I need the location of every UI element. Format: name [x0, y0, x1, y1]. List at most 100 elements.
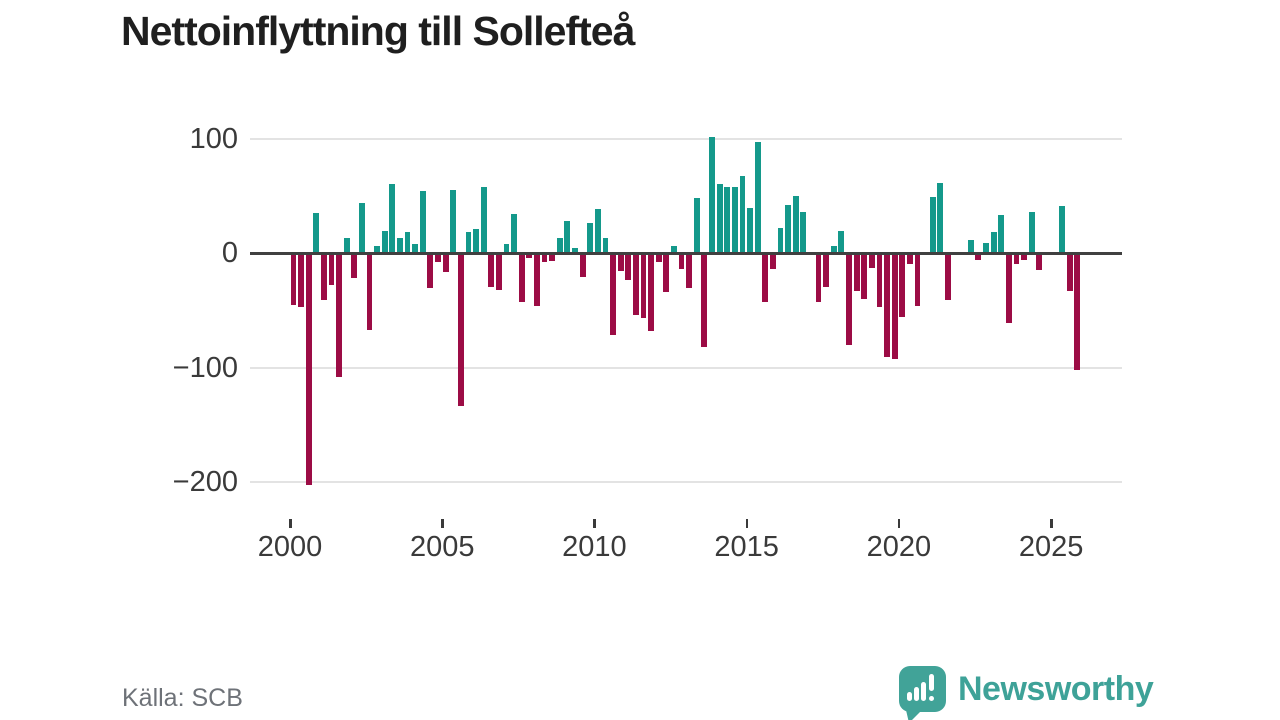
- bar-negative: [442, 253, 449, 273]
- logo-bar-small: [907, 692, 912, 701]
- bar-negative: [701, 253, 708, 347]
- bar-negative: [366, 253, 373, 330]
- x-tick-label: 2015: [714, 531, 779, 563]
- bar-negative: [1074, 253, 1081, 370]
- x-tick-label: 2005: [409, 531, 475, 563]
- bar-positive: [724, 186, 731, 253]
- logo-speech-tail: [906, 710, 922, 720]
- source-label: Källa: SCB: [122, 684, 243, 712]
- y-tick-label: 0: [221, 237, 238, 269]
- bar-positive: [739, 176, 746, 253]
- bar-positive: [716, 184, 723, 253]
- bar-negative: [868, 253, 875, 268]
- bar-positive: [777, 227, 784, 253]
- bar-negative: [640, 253, 647, 319]
- bar-negative: [891, 253, 898, 360]
- bar-negative: [534, 253, 540, 306]
- bar-positive: [602, 238, 609, 253]
- bar-positive: [929, 196, 936, 253]
- x-axis-tick: [593, 519, 596, 528]
- bar-negative: [495, 253, 502, 290]
- bar-negative: [336, 253, 342, 377]
- bar-negative: [762, 253, 769, 303]
- bar-negative: [846, 253, 852, 345]
- bar-negative: [320, 253, 327, 300]
- gridline: [250, 137, 1122, 140]
- bar-negative: [853, 253, 860, 291]
- bar-positive: [412, 243, 419, 253]
- bar-positive: [480, 186, 487, 253]
- bar-negative: [1013, 253, 1020, 265]
- bar-positive: [709, 137, 715, 253]
- bar-negative: [298, 253, 304, 307]
- x-tick-label: 2025: [1018, 531, 1084, 563]
- bar-positive: [693, 198, 700, 253]
- logo-exclamation-stem: [929, 674, 934, 691]
- x-axis-tick: [1050, 519, 1053, 528]
- x-tick-label: 2000: [257, 531, 323, 563]
- bar-positive: [967, 240, 974, 253]
- bar-negative: [526, 253, 533, 258]
- bar-negative: [815, 253, 822, 303]
- bar-positive: [830, 246, 837, 253]
- bar-negative: [663, 253, 670, 292]
- x-tick-label: 2020: [866, 531, 932, 563]
- logo-bar-medium: [914, 687, 919, 701]
- bar-positive: [671, 246, 677, 253]
- bar-negative: [1021, 253, 1027, 260]
- plot-area: 2000 2005 2010 2015 2020 2025: [250, 110, 1122, 580]
- bar-positive: [503, 243, 510, 253]
- bar-positive: [450, 190, 457, 253]
- bar-positive: [572, 248, 578, 253]
- gridline: [250, 366, 1122, 369]
- bar-negative: [945, 253, 951, 300]
- newsworthy-speech-bubble-bar-chart-icon: [899, 666, 946, 720]
- bar-positive: [785, 204, 791, 253]
- bar-negative: [549, 253, 556, 261]
- bar-negative: [1005, 253, 1012, 323]
- bar-negative: [914, 253, 921, 306]
- bar-negative: [457, 253, 464, 407]
- bar-positive: [937, 183, 944, 253]
- zero-axis-line: [250, 251, 1122, 255]
- bar-positive: [983, 242, 989, 253]
- bar-positive: [511, 214, 518, 253]
- bar-negative: [290, 253, 297, 305]
- bar-negative: [351, 253, 358, 279]
- newsworthy-logo: Newsworthy: [899, 666, 1154, 720]
- bar-negative: [518, 253, 525, 303]
- bar-negative: [1036, 253, 1043, 271]
- bar-negative: [876, 253, 883, 307]
- bar-positive: [731, 186, 738, 253]
- y-tick-label: −200: [172, 466, 238, 498]
- bar-negative: [541, 253, 548, 263]
- x-axis-tick: [441, 519, 444, 528]
- bar-positive: [594, 209, 601, 253]
- y-tick-label: −100: [172, 351, 238, 384]
- y-tick-label: 100: [189, 122, 238, 155]
- bar-negative: [906, 253, 913, 265]
- bar-negative: [427, 253, 434, 289]
- bar-negative: [610, 253, 616, 336]
- bar-negative: [1066, 253, 1073, 291]
- bar-positive: [800, 211, 807, 253]
- bar-negative: [305, 253, 312, 486]
- bar-negative: [686, 253, 693, 289]
- bar-negative: [823, 253, 830, 288]
- bar-positive: [381, 231, 388, 253]
- bar-negative: [648, 253, 654, 331]
- bar-positive: [473, 228, 479, 253]
- bar-negative: [769, 253, 776, 270]
- bar-positive: [556, 238, 563, 253]
- chart-title: Nettoinflyttning till Sollefteå: [121, 8, 635, 54]
- bar-positive: [343, 238, 350, 253]
- bar-positive: [990, 232, 997, 253]
- bar-positive: [747, 208, 753, 253]
- bar-negative: [975, 253, 982, 260]
- logo-exclamation-dot: [929, 696, 934, 701]
- bar-negative: [435, 253, 441, 263]
- bar-positive: [1059, 206, 1065, 253]
- bar-positive: [587, 223, 594, 253]
- logo-bar-tall: [921, 682, 926, 701]
